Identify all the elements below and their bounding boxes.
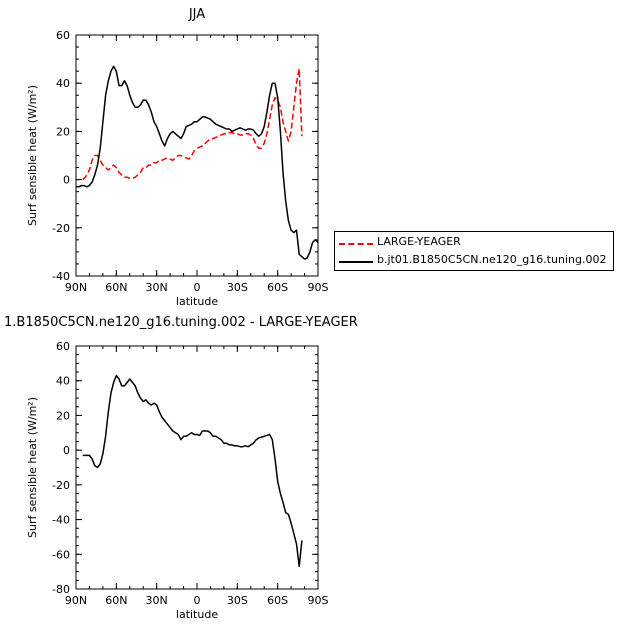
- y-tick-label: -40: [52, 270, 70, 283]
- x-tick-label: 30S: [227, 281, 248, 294]
- legend-label: LARGE-YEAGER: [377, 235, 461, 248]
- y-tick-label: 0: [63, 174, 70, 187]
- y-tick-label: 20: [56, 125, 70, 138]
- x-tick-label: 60S: [267, 281, 288, 294]
- x-tick-label: 90N: [65, 594, 87, 607]
- bottom-chart-title: 1.B1850C5CN.ne120_g16.tuning.002 - LARGE…: [4, 315, 358, 330]
- y-axis-label: Surf sensible heat (W/m²): [26, 397, 39, 538]
- y-tick-label: -40: [52, 514, 70, 527]
- plot-frame: [75, 345, 319, 590]
- y-axis-label: Surf sensible heat (W/m²): [26, 85, 39, 226]
- x-tick-label: 0: [194, 594, 201, 607]
- y-tick-label: -60: [52, 548, 70, 561]
- y-tick-label: -20: [52, 222, 70, 235]
- legend-entry-large-yeager: LARGE-YEAGER: [335, 234, 613, 252]
- y-tick-label: 40: [56, 77, 70, 90]
- x-axis-label: latitude: [176, 608, 218, 621]
- y-tick-label: 40: [56, 375, 70, 388]
- x-tick-label: 0: [194, 281, 201, 294]
- x-tick-label: 30N: [146, 281, 168, 294]
- y-tick-label: -20: [52, 479, 70, 492]
- x-axis-label: latitude: [176, 295, 218, 308]
- y-tick-label: 0: [63, 444, 70, 457]
- x-tick-label: 90S: [308, 281, 329, 294]
- x-tick-label: 90S: [308, 594, 329, 607]
- x-tick-label: 60N: [105, 281, 127, 294]
- y-tick-label: -80: [52, 583, 70, 596]
- y-tick-label: 60: [56, 340, 70, 353]
- x-tick-label: 30N: [146, 594, 168, 607]
- legend-swatch-dashed-red: [339, 243, 373, 245]
- series-line-solid-1-0: [82, 374, 303, 568]
- x-tick-label: 30S: [227, 594, 248, 607]
- legend-swatch-solid-black: [339, 261, 373, 263]
- legend-label: b.jt01.B1850C5CN.ne120_g16.tuning.002: [377, 253, 607, 266]
- legend-entry-model-run: b.jt01.B1850C5CN.ne120_g16.tuning.002: [335, 252, 613, 270]
- x-tick-label: 90N: [65, 281, 87, 294]
- y-tick-label: 60: [56, 29, 70, 42]
- series-line-solid-0-1: [76, 65, 319, 260]
- x-tick-label: 60S: [267, 594, 288, 607]
- x-tick-label: 60N: [105, 594, 127, 607]
- top-chart-legend: LARGE-YEAGER b.jt01.B1850C5CN.ne120_g16.…: [334, 231, 614, 271]
- y-tick-label: 20: [56, 409, 70, 422]
- chart-title: JJA: [188, 7, 205, 22]
- series-line-dashed-0-0: [82, 67, 303, 181]
